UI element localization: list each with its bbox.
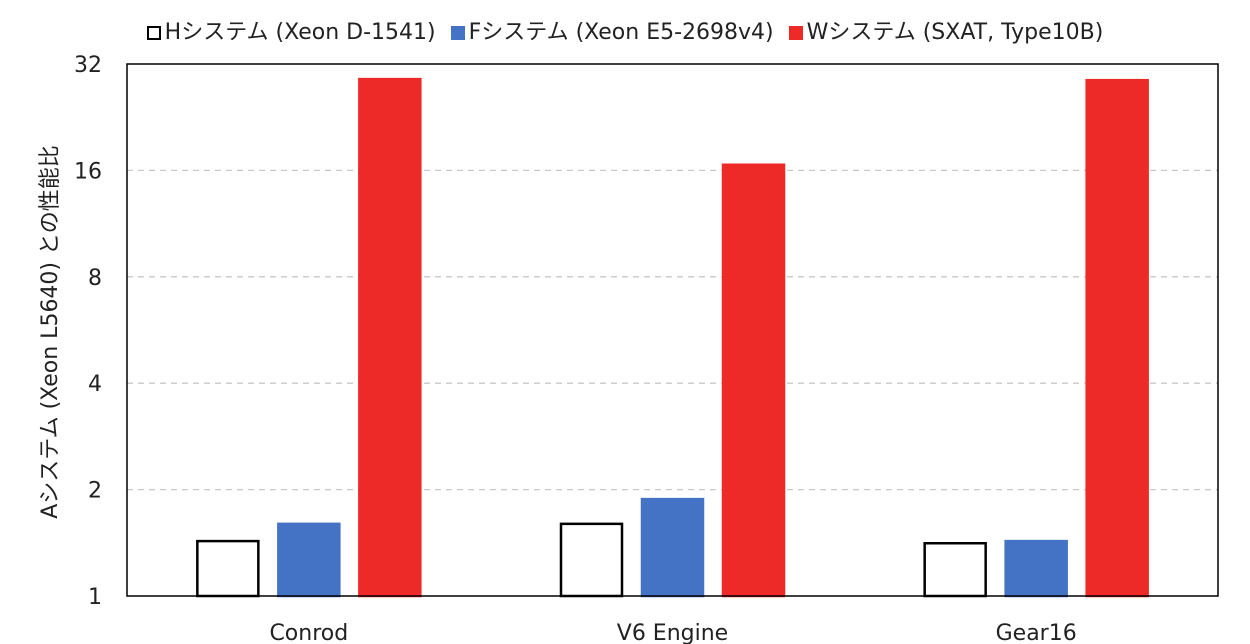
bar (923, 542, 987, 598)
bar (721, 163, 786, 598)
y-tick-label: 16 (74, 159, 102, 184)
legend-swatch-w-system (788, 26, 803, 40)
legend-item-w-system: Wシステム (SXAT, Type10B) (788, 14, 1104, 46)
x-tick-label: Conrod (269, 621, 348, 644)
y-tick-label: 32 (74, 53, 102, 78)
bar (1004, 539, 1068, 598)
legend-label-f-system: Fシステム (Xeon E5-2698v4) (468, 20, 774, 45)
bar-layer (196, 77, 1149, 598)
x-tick-label: Gear16 (996, 621, 1077, 644)
plot-area-frame (126, 63, 1219, 597)
y-tick-label: 1 (88, 585, 102, 610)
y-tick-label: 4 (88, 372, 102, 397)
legend-label-h-system: Hシステム (Xeon D-1541) (164, 20, 436, 45)
legend-item-f-system: Fシステム (Xeon E5-2698v4) (450, 14, 774, 46)
bar (196, 539, 260, 598)
legend-label-w-system: Wシステム (SXAT, Type10B) (806, 20, 1104, 45)
chart-legend: Hシステム (Xeon D-1541) Fシステム (Xeon E5-2698v… (0, 14, 1250, 46)
legend-swatch-f-system (450, 26, 465, 40)
grid-layer (127, 169, 1218, 491)
x-tick-label: V6 Engine (617, 621, 728, 644)
label-layer: 1 2 4 8 16 32 Conrod V6 Engine Gear16 (74, 53, 1077, 644)
legend-item-h-system: Hシステム (Xeon D-1541) (146, 14, 436, 46)
bar (640, 497, 705, 598)
bar (277, 522, 341, 598)
bar (559, 522, 624, 598)
legend-swatch-h-system (146, 26, 161, 40)
bar (1085, 78, 1149, 598)
y-tick-label: 2 (88, 479, 102, 504)
y-tick-label: 8 (88, 266, 102, 291)
bar (358, 77, 422, 598)
